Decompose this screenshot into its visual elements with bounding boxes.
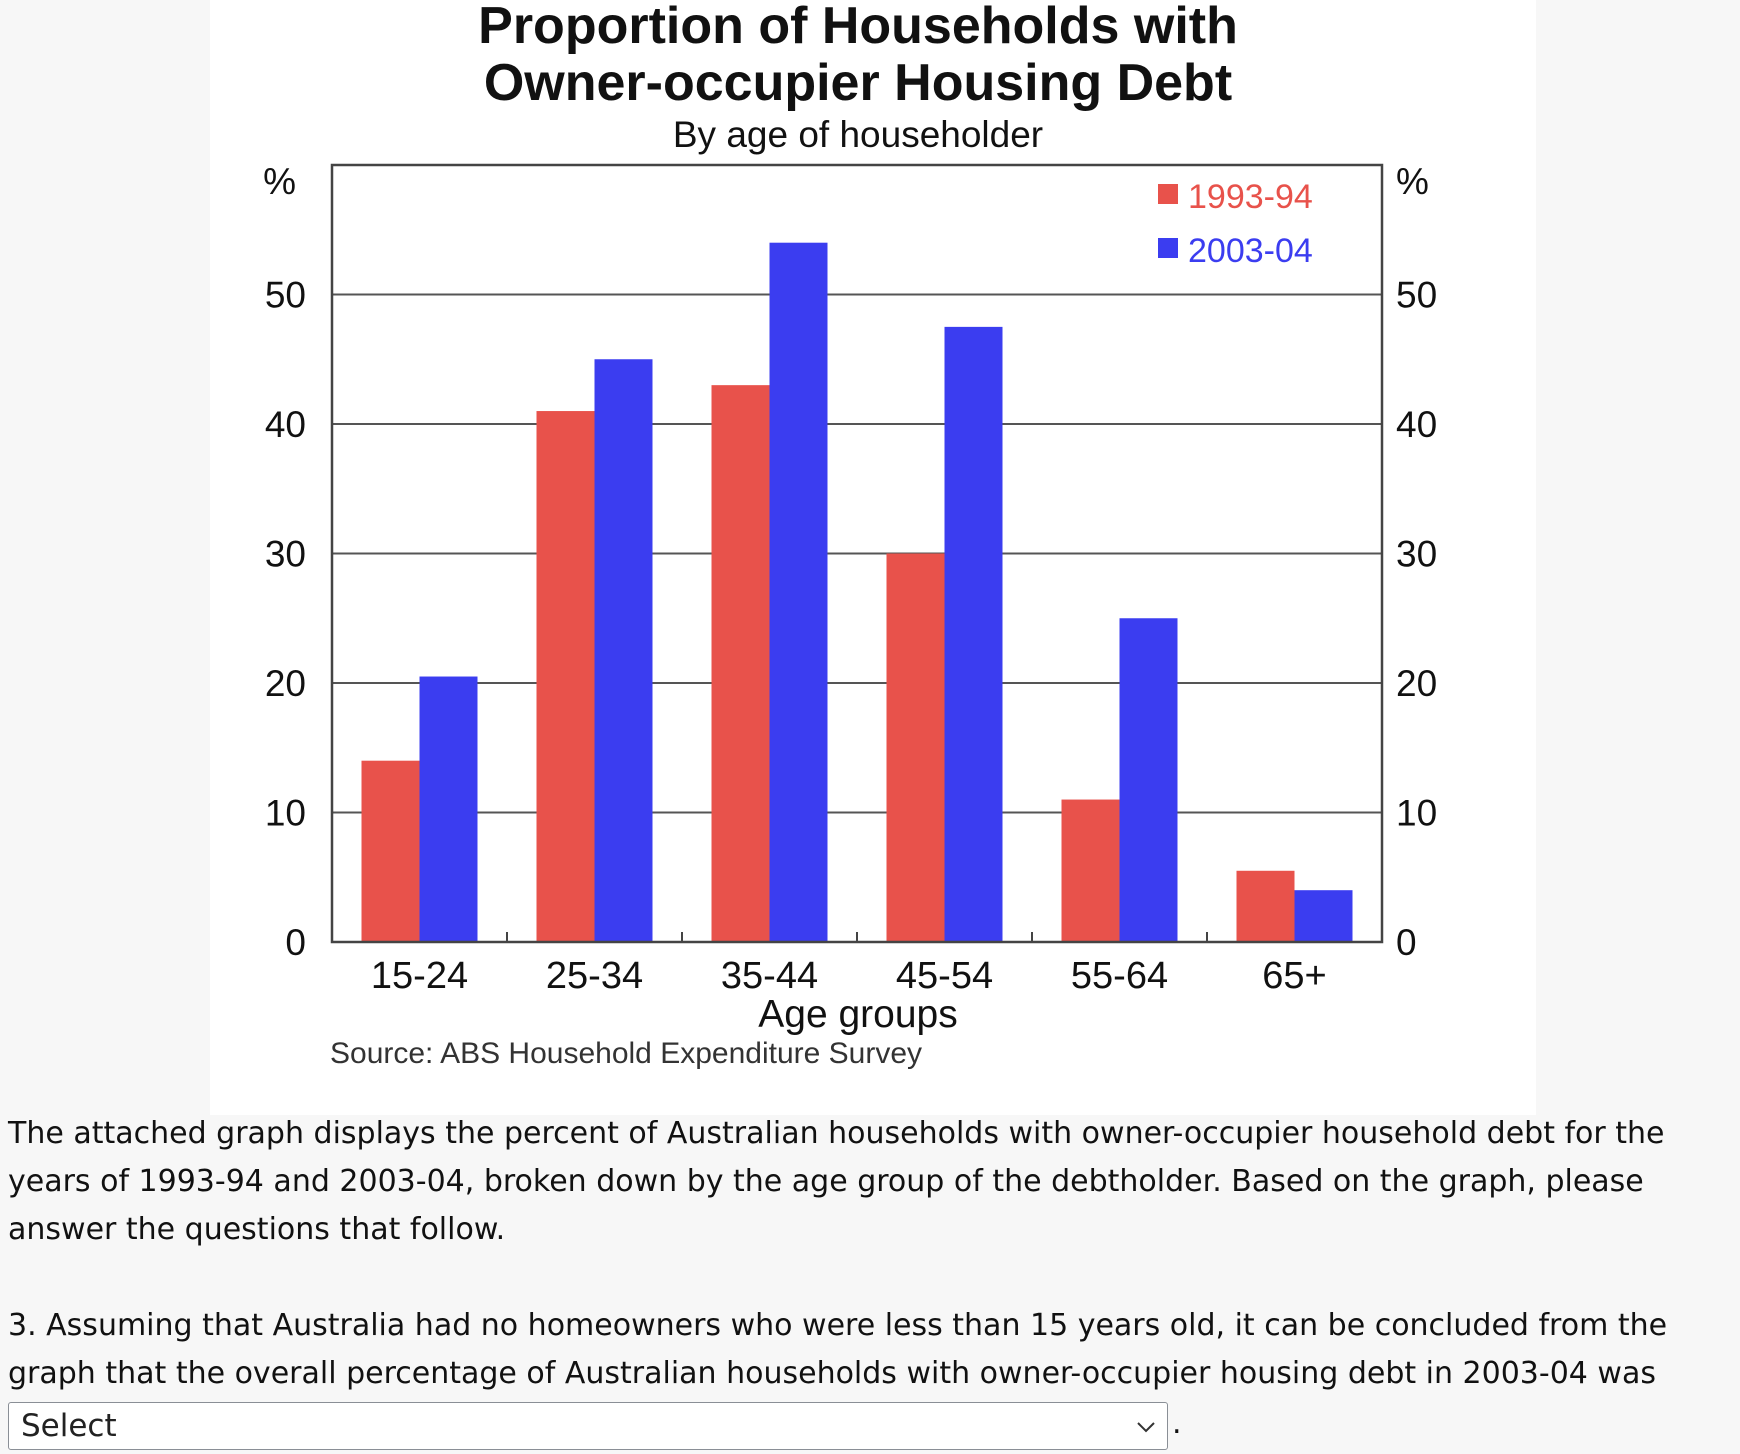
answer-select[interactable]: Select bbox=[8, 1402, 1168, 1450]
question-text: 3. Assuming that Australia had no homeow… bbox=[8, 1308, 1668, 1391]
answer-select-value: Select bbox=[21, 1408, 117, 1444]
chart-title-line-1: Proportion of Households with bbox=[478, 0, 1238, 55]
bar-1993-94-55-64 bbox=[1061, 799, 1120, 942]
x-category-label: 25-34 bbox=[546, 955, 643, 997]
x-category-label: 45-54 bbox=[896, 955, 993, 997]
y-tick-label-left: 0 bbox=[285, 922, 306, 963]
x-category-label: 55-64 bbox=[1071, 955, 1168, 997]
x-category-label: 65+ bbox=[1262, 955, 1326, 997]
chart-title-line-2: Owner-occupier Housing Debt bbox=[484, 54, 1232, 112]
x-category-label: 35-44 bbox=[721, 955, 818, 997]
x-category-label: 15-24 bbox=[371, 955, 468, 997]
y-tick-label-left: 50 bbox=[265, 275, 306, 316]
bar-1993-94-45-54 bbox=[886, 553, 945, 942]
legend-swatch-2003-04 bbox=[1158, 238, 1178, 258]
bar-1993-94-65+ bbox=[1236, 870, 1295, 942]
bar-2003-04-25-34 bbox=[594, 359, 653, 942]
bar-2003-04-15-24 bbox=[419, 676, 478, 942]
legend-label-1993-94: 1993-94 bbox=[1188, 178, 1313, 216]
bar-2003-04-45-54 bbox=[944, 326, 1003, 942]
y-axis-unit-left: % bbox=[263, 161, 296, 202]
y-tick-label-right: 0 bbox=[1396, 922, 1417, 963]
bar-1993-94-35-44 bbox=[711, 385, 770, 942]
y-tick-label-left: 10 bbox=[265, 793, 306, 834]
y-tick-label-right: 30 bbox=[1396, 534, 1437, 575]
y-axis-unit-right: % bbox=[1396, 161, 1429, 202]
bar-2003-04-65+ bbox=[1294, 890, 1353, 942]
chart-panel: Proportion of Households with Owner-occup… bbox=[210, 0, 1536, 1115]
y-tick-label-left: 40 bbox=[265, 404, 306, 445]
legend-swatch-1993-94 bbox=[1158, 184, 1178, 204]
graph-description: The attached graph displays the percent … bbox=[8, 1116, 1665, 1247]
x-axis-title: Age groups bbox=[758, 993, 957, 1036]
y-tick-label-right: 20 bbox=[1396, 663, 1437, 704]
chevron-down-icon bbox=[1137, 1422, 1155, 1433]
bar-2003-04-55-64 bbox=[1119, 618, 1178, 942]
y-tick-label-right: 10 bbox=[1396, 793, 1437, 834]
bar-chart: Proportion of Households withOwner-occup… bbox=[263, 0, 1437, 1070]
bar-2003-04-35-44 bbox=[769, 242, 828, 942]
legend-label-2003-04: 2003-04 bbox=[1188, 232, 1313, 270]
y-tick-label-right: 40 bbox=[1396, 404, 1437, 445]
question-end-punctuation: . bbox=[1172, 1406, 1182, 1441]
chart-subtitle: By age of householder bbox=[673, 114, 1043, 155]
chart-source-note: Source: ABS Household Expenditure Survey bbox=[330, 1037, 922, 1070]
y-tick-label-left: 20 bbox=[265, 663, 306, 704]
y-tick-label-right: 50 bbox=[1396, 275, 1437, 316]
bar-1993-94-15-24 bbox=[361, 760, 420, 942]
bar-1993-94-25-34 bbox=[536, 411, 595, 942]
y-tick-label-left: 30 bbox=[265, 534, 306, 575]
plot-frame bbox=[330, 163, 1384, 944]
